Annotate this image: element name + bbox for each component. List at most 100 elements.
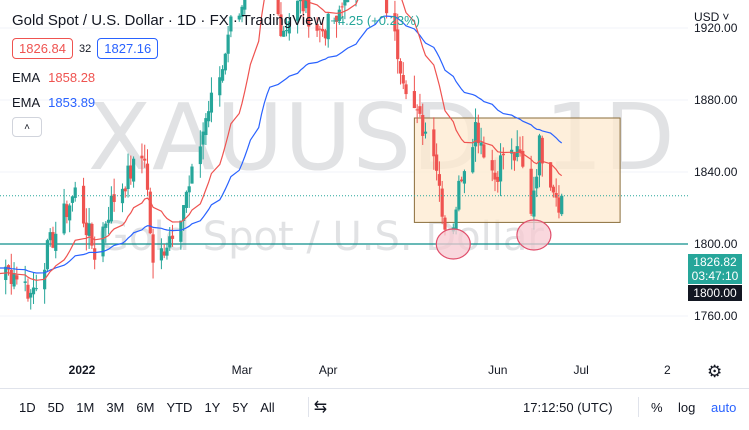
support-circle: [435, 228, 471, 260]
candle-body: [412, 91, 416, 109]
candle-body: [471, 147, 475, 173]
range-button-3m[interactable]: 3M: [106, 399, 125, 415]
price-chart[interactable]: [0, 0, 688, 386]
range-button-1y[interactable]: 1Y: [204, 399, 221, 415]
candle-body: [323, 30, 328, 39]
candle-body: [318, 28, 322, 30]
candle-body: [479, 142, 483, 146]
gear-icon[interactable]: ⚙: [707, 362, 723, 381]
candle-body: [101, 226, 105, 257]
candle-body: [326, 13, 330, 40]
candle-body: [220, 69, 225, 81]
spread-value: 32: [79, 42, 92, 55]
sell-button[interactable]: 1826.84: [12, 38, 73, 59]
candle-body: [48, 232, 52, 241]
candle-body: [45, 240, 50, 270]
date-range-calendar-icon[interactable]: ⇆: [313, 399, 328, 416]
candle-body: [384, 0, 389, 14]
auto-scale-button[interactable]: auto: [711, 399, 737, 415]
candle-body: [51, 232, 55, 248]
price-change: +4.25 (+0.23%): [330, 13, 420, 28]
candle-body: [393, 13, 397, 32]
support-price-label: 1800.00: [688, 285, 742, 301]
candle-body: [237, 15, 241, 20]
candle-body: [65, 204, 69, 218]
candle-body: [460, 179, 464, 182]
candle-body: [298, 0, 302, 2]
candle-body: [560, 195, 564, 215]
candle-body: [34, 288, 38, 290]
time-tick-label: Mar: [231, 363, 253, 377]
date-range-list: 1D 5D 1M 3M 6M YTD 1Y 5Y All: [14, 400, 280, 415]
candle-body: [473, 122, 478, 147]
currency-label: USD: [694, 10, 720, 24]
candle-body: [109, 195, 113, 222]
percent-scale-button[interactable]: %: [651, 399, 663, 415]
candle-body: [282, 30, 286, 37]
currency-selector[interactable]: USD ˅: [694, 10, 729, 24]
candle-body: [490, 160, 494, 171]
symbol-title: Gold Spot / U.S. Dollar · 1D · FX · Trad…: [12, 12, 325, 29]
range-button-1d[interactable]: 1D: [19, 399, 36, 415]
candle-body: [223, 53, 227, 71]
range-button-5d[interactable]: 5D: [47, 399, 65, 415]
candle-body: [62, 203, 66, 234]
candle-body: [493, 172, 497, 180]
candle-body: [145, 163, 150, 190]
indicator-ema-fast[interactable]: EMA 1858.28: [12, 70, 95, 85]
candle-body: [159, 248, 163, 261]
candle-body: [423, 131, 428, 134]
range-button-all[interactable]: All: [260, 399, 275, 415]
candle-body: [537, 135, 542, 176]
candle-body: [321, 28, 325, 32]
candle-body: [140, 155, 144, 159]
range-button-6m[interactable]: 6M: [136, 399, 155, 415]
support-circle: [516, 219, 552, 251]
candle-body: [129, 165, 133, 179]
candle-body: [226, 34, 230, 54]
candle-body: [404, 84, 408, 95]
candle-body: [346, 0, 350, 3]
price-tick-label: 1920.00: [694, 21, 738, 35]
buy-button[interactable]: 1827.16: [97, 38, 159, 59]
candle-body: [209, 92, 214, 113]
indicator-label: EMA: [12, 70, 41, 85]
collapse-legend-button[interactable]: ˄: [12, 117, 42, 137]
candle-body: [396, 29, 400, 60]
bottom-toolbar: 1D 5D 1M 3M 6M YTD 1Y 5Y All ⇆ 17:12:50 (UTC) % …: [0, 388, 749, 425]
last-price: 1826.82: [693, 255, 737, 269]
candle-body: [340, 6, 344, 8]
candle-body: [84, 222, 88, 236]
chevron-up-icon: ˄: [24, 121, 30, 133]
candle-body: [132, 158, 136, 182]
utc-clock[interactable]: 17:12:50 (UTC): [523, 399, 613, 415]
candle-body: [532, 190, 536, 217]
candle-body: [93, 248, 97, 260]
candle-body: [401, 75, 405, 84]
log-scale-button[interactable]: log: [678, 399, 696, 415]
chevron-down-icon: ˅: [722, 10, 730, 24]
candle-body: [179, 220, 183, 242]
symbol-legend[interactable]: Gold Spot / U.S. Dollar · 1D · FX · Trad…: [12, 12, 420, 29]
candle-body: [501, 153, 505, 156]
indicator-ema-slow[interactable]: EMA 1853.89: [12, 95, 95, 110]
candle-body: [143, 158, 147, 161]
candle-body: [170, 235, 175, 239]
candle-body: [551, 186, 555, 193]
candle-body: [240, 6, 244, 17]
candle-body: [337, 9, 341, 22]
range-button-ytd[interactable]: YTD: [166, 399, 193, 415]
candle-body: [168, 236, 172, 248]
candle-body: [126, 165, 130, 189]
candle-body: [304, 0, 308, 9]
candle-body: [276, 0, 280, 15]
candle-body: [279, 14, 283, 37]
range-button-5y[interactable]: 5Y: [232, 399, 249, 415]
range-button-1m[interactable]: 1M: [76, 399, 95, 415]
price-tick-label: 1880.00: [694, 93, 738, 107]
candle-body: [440, 188, 444, 217]
candle-body: [182, 205, 186, 221]
candle-body: [207, 111, 211, 122]
candle-body: [496, 176, 500, 182]
